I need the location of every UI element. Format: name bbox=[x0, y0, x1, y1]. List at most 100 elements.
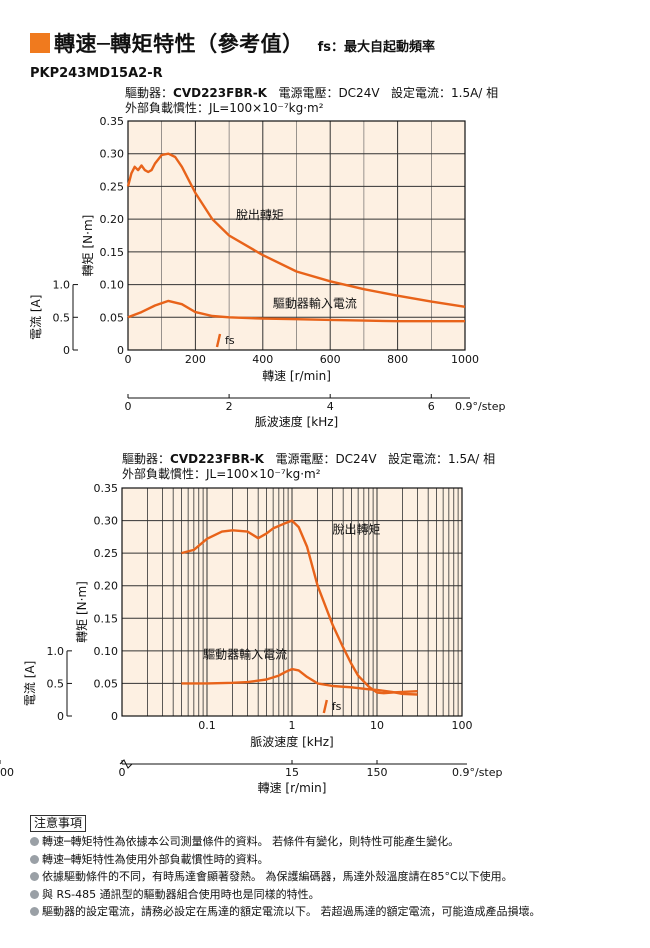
note-text: 轉速─轉矩特性為依據本公司測量條件的資料。 若條件有變化，則特性可能產生變化。 bbox=[42, 835, 460, 848]
chart1-x2-tick-label: 0 bbox=[125, 400, 132, 413]
chart1-series-label-0: 脫出轉矩 bbox=[236, 207, 284, 222]
chart1-plot-frame bbox=[127, 120, 466, 351]
bullet-icon bbox=[30, 907, 39, 916]
chart2-voltage: 電源電壓：DC24V bbox=[275, 452, 377, 466]
chart1-y2-tick-label: 1.0 bbox=[53, 279, 71, 292]
chart1-x-tick-label: 800 bbox=[387, 353, 408, 366]
chart1-x2-suffix: 0.9°/step bbox=[455, 400, 506, 413]
notes-list: 轉速─轉矩特性為依據本公司測量條件的資料。 若條件有變化，則特性可能產生變化。 … bbox=[30, 833, 541, 921]
note-item: 與 RS-485 通訊型的驅動器組合使用時也是同樣的特性。 bbox=[30, 886, 541, 904]
subtitle-text: fs：最大自起動頻率 bbox=[317, 39, 436, 55]
chart1-linear-speed-torque: 00.050.100.150.200.250.300.350 200 400 600 8… bbox=[29, 115, 506, 429]
page-title: 轉速─轉矩特性（參考值） fs：最大自起動頻率 bbox=[30, 30, 435, 56]
chart1-x2-tick-label: 2 bbox=[226, 400, 233, 413]
chart2-current-setting: 設定電流：1.5A/ 相 bbox=[388, 452, 496, 466]
chart1-y-tick-label: 0.10 bbox=[100, 279, 125, 292]
chart1-x-tick-label: 1000 bbox=[451, 353, 479, 366]
chart2-fs-label: fs bbox=[332, 700, 342, 713]
chart2-series-label-0: 脫出轉矩 bbox=[333, 522, 381, 537]
chart2-inertia: 外部負載慣性：JL=100×10⁻⁷kg·m² bbox=[122, 467, 321, 481]
chart1-driver-model: CVD223FBR-K bbox=[173, 86, 267, 100]
note-item: 驅動器的設定電流，請務必設定在馬達的額定電流以下。 若超過馬達的額定電流，可能造… bbox=[30, 903, 541, 921]
chart1-x2-tick-label: 6 bbox=[428, 400, 435, 413]
chart2-x-tick-label: 10 bbox=[370, 719, 384, 732]
chart1-series-line-1 bbox=[127, 299, 465, 323]
chart1-series-line-0 bbox=[126, 152, 466, 308]
chart2-x2-tick-label: 15 bbox=[285, 766, 299, 779]
chart1-y2-tick-label: 0 bbox=[63, 344, 70, 357]
chart1-conditions: 驅動器：CVD223FBR-K 電源電壓：DC24V 設定電流：1.5A/ 相 … bbox=[125, 86, 498, 116]
note-text: 依據驅動條件的不同，有時馬達會顯著發熱。 為保護編碼器，馬達外殼溫度請在85°C… bbox=[42, 870, 513, 883]
chart2-y-tick-label: 0 bbox=[111, 710, 118, 723]
chart2-driver-model: CVD223FBR-K bbox=[170, 452, 264, 466]
notes-title: 注意事項 bbox=[30, 815, 87, 832]
model-number: PKP243MD15A2-R bbox=[30, 66, 163, 81]
chart1-fs-label: fs bbox=[225, 334, 235, 347]
chart1-y-tick-label: 0.35 bbox=[100, 115, 125, 128]
chart1-y-tick-label: 0 bbox=[117, 344, 124, 357]
note-item: 依據驅動條件的不同，有時馬達會顯著發熱。 為保護編碼器，馬達外殼溫度請在85°C… bbox=[30, 868, 541, 886]
bullet-icon bbox=[30, 889, 39, 899]
chart2-x-tick-label: 0.1 bbox=[198, 719, 216, 732]
chart2-series-line-1 bbox=[181, 667, 418, 696]
chart2-driver-label: 驅動器： bbox=[122, 452, 171, 466]
chart2-series-line-0 bbox=[181, 519, 418, 695]
chart2-x-tick-label: 100 bbox=[452, 719, 473, 732]
chart2-x2-axis-label: 轉速 [r/min] bbox=[258, 781, 327, 795]
chart2-y-axis-label: 轉矩 [N·m] bbox=[75, 581, 89, 643]
chart2-x-axis-label: 脈波速度 [kHz] bbox=[250, 734, 333, 749]
chart1-x-tick-label: 400 bbox=[252, 353, 273, 366]
chart2-x-tick-label: 1 bbox=[289, 719, 296, 732]
chart1-driver-label: 驅動器： bbox=[125, 86, 174, 100]
chart1-y-axis-label: 轉矩 [N·m] bbox=[81, 215, 95, 277]
title-accent-square bbox=[30, 33, 50, 53]
chart2-conditions: 驅動器：CVD223FBR-K 電源電壓：DC24V 設定電流：1.5A/ 相 … bbox=[122, 452, 495, 482]
chart2-fs-marker bbox=[322, 699, 328, 714]
chart1-y2-axis-label: 電流 [A] bbox=[29, 295, 43, 340]
chart1-series-label-1: 驅動器輸入電流 bbox=[273, 295, 357, 310]
chart1-voltage: 電源電壓：DC24V bbox=[278, 86, 380, 100]
chart2-y-tick-label: 0.10 bbox=[94, 645, 119, 658]
chart2-x2-tick-label: 0 bbox=[119, 766, 126, 779]
chart1-x-tick-label: 200 bbox=[185, 353, 206, 366]
chart1-y2-tick-label: 0.5 bbox=[53, 311, 71, 324]
chart2-y2-tick-label: 0 bbox=[57, 710, 64, 723]
note-text: 與 RS-485 通訊型的驅動器組合使用時也是同樣的特性。 bbox=[42, 887, 320, 901]
chart1-x-axis-label: 轉速 [r/min] bbox=[262, 369, 331, 383]
chart2-y-tick-label: 0.35 bbox=[94, 482, 119, 495]
chart2-series-label-1: 驅動器輸入電流 bbox=[203, 647, 287, 662]
chart1-y-tick-label: 0.25 bbox=[100, 180, 125, 193]
chart2-y-tick-label: 0.05 bbox=[94, 677, 119, 690]
bullet-icon bbox=[30, 872, 39, 881]
note-text: 驅動器的設定電流，請務必設定在馬達的額定電流以下。 若超過馬達的額定電流，可能造… bbox=[42, 905, 541, 918]
chart1-y-tick-label: 0.30 bbox=[100, 148, 125, 161]
chart2-plot-frame bbox=[121, 487, 463, 717]
chart2-x2-axis-break bbox=[119, 759, 133, 769]
chart2-y-tick-label: 0.20 bbox=[94, 580, 119, 593]
chart2-y-tick-label: 0.15 bbox=[94, 612, 119, 625]
bullet-icon bbox=[30, 854, 39, 864]
note-item: 轉速─轉矩特性為使用外部負載慣性時的資料。 bbox=[30, 851, 541, 869]
chart1-y-tick-label: 0.20 bbox=[100, 213, 125, 226]
chart1-y-tick-label: 0.05 bbox=[100, 311, 125, 324]
note-text: 轉速─轉矩特性為使用外部負載慣性時的資料。 bbox=[42, 852, 269, 866]
chart1-x-tick-label: 0 bbox=[125, 353, 132, 366]
chart1-inertia: 外部負載慣性：JL=100×10⁻⁷kg·m² bbox=[125, 101, 324, 115]
chart2-log-pulse-torque: 0 0.05 0.10 0.15 0.20 0.25 0.30 0.35 0.1 1 10 100 脈波… bbox=[0, 482, 503, 795]
title-text: 轉速─轉矩特性（參考值） bbox=[54, 32, 304, 56]
chart1-fs-marker bbox=[215, 333, 222, 348]
chart1-y-tick-label: 0.15 bbox=[100, 246, 125, 259]
chart2-x2-suffix: 0.9°/step bbox=[452, 766, 503, 779]
chart2-y2-tick-label: 1.0 bbox=[47, 645, 65, 658]
chart2-y2-tick-label: 0.5 bbox=[47, 677, 65, 690]
chart2-y-tick-label: 0.25 bbox=[94, 547, 119, 560]
note-item: 轉速─轉矩特性為依據本公司測量條件的資料。 若條件有變化，則特性可能產生變化。 bbox=[30, 833, 541, 851]
chart2-y-tick-label: 0.30 bbox=[94, 515, 119, 528]
chart2-x2-tick-label: 150 bbox=[367, 766, 388, 779]
chart2-y2-axis-label: 電流 [A] bbox=[23, 661, 37, 706]
chart1-x2-axis-label: 脈波速度 [kHz] bbox=[255, 414, 338, 429]
chart1-x2-tick-label: 4 bbox=[327, 400, 334, 413]
chart1-x-tick-label: 600 bbox=[320, 353, 341, 366]
chart1-current-setting: 設定電流：1.5A/ 相 bbox=[391, 86, 499, 100]
